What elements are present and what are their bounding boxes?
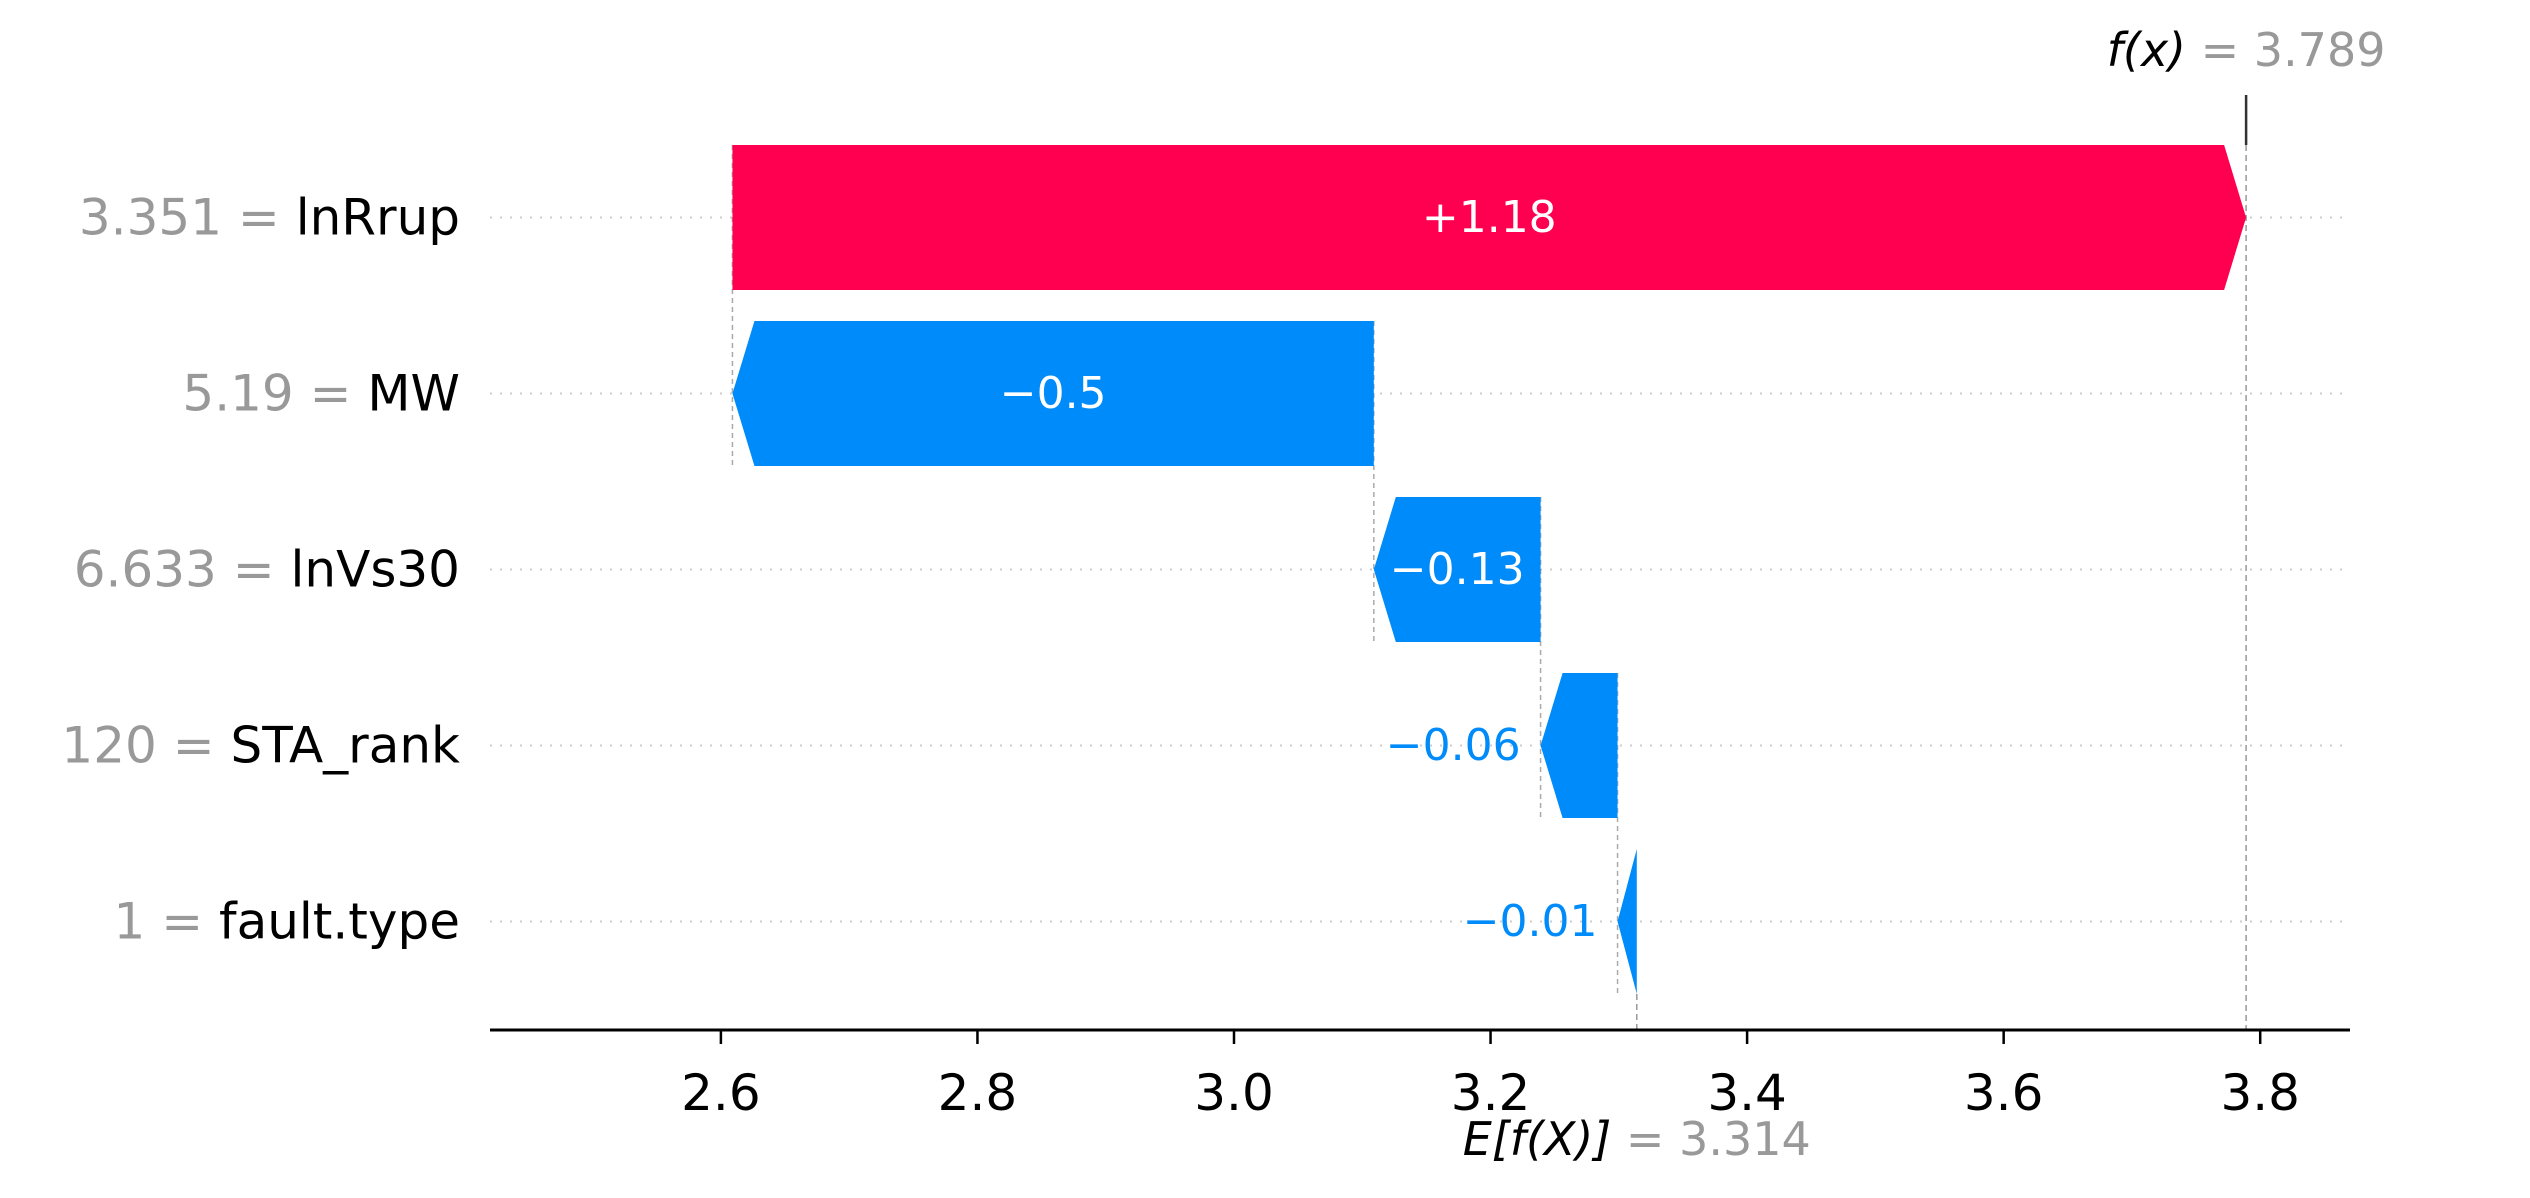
bar-label-lnVs30: −0.13 [1390,544,1525,595]
output-value-eq: = [2186,23,2254,77]
feature-name: lnRrup [296,189,460,247]
x-tick-label: 2.8 [938,1064,1018,1122]
feature-label-MW: 5.19 = MW [182,365,460,423]
output-value-label: f(x) = 3.789 [2107,23,2386,77]
feature-value: 120 = [61,717,230,775]
feature-name: MW [367,365,460,423]
feature-name: fault.type [219,893,460,951]
feature-value: 5.19 = [182,365,367,423]
base-value-prefix: E[f(X)] [1463,1112,1612,1166]
bar-STA_rank [1540,673,1618,818]
feature-labels: 3.351 = lnRrup 5.19 = MW 6.633 = lnVs30 120… [61,189,460,951]
bar-MW [732,321,1374,466]
bar-label-STA_rank: −0.06 [1386,720,1521,771]
feature-name: lnVs30 [291,541,460,599]
x-axis: 2.6 2.8 3.0 3.2 3.4 3.6 3.8 [490,1028,2350,1122]
output-value-number: 3.789 [2254,23,2386,77]
bars: +1.18 −0.5 −0.13 −0.06 −0.01 [732,145,2247,994]
bar-lnRrup [732,145,2247,290]
feature-value: 3.351 = [79,189,296,247]
reference-lines [731,95,2248,1030]
x-tick-label: 3.0 [1194,1064,1274,1122]
x-tick-label: 3.6 [1964,1064,2044,1122]
feature-label-STA_rank: 120 = STA_rank [61,717,460,775]
output-value-prefix: f(x) [2107,23,2186,77]
x-tick-label: 3.8 [2220,1064,2300,1122]
feature-value: 1 = [113,893,219,951]
base-value-number: 3.314 [1679,1112,1811,1166]
feature-label-fault.type: 1 = fault.type [113,893,460,951]
x-tick-label: 3.2 [1451,1064,1531,1122]
x-tick-label: 3.4 [1707,1064,1787,1122]
feature-value: 6.633 = [74,541,291,599]
bar-label-lnRrup: +1.18 [1422,192,1557,243]
feature-label-lnRrup: 3.351 = lnRrup [79,189,460,247]
bar-lnVs30 [1373,497,1541,642]
feature-name: STA_rank [231,717,460,775]
bar-label-MW: −0.5 [1000,368,1107,419]
bar-label-fault.type: −0.01 [1463,896,1598,947]
base-value-label: E[f(X)] = 3.314 [1463,1112,1811,1166]
base-value-eq: = [1611,1112,1679,1166]
bar-fault.type [1617,849,1637,994]
feature-label-lnVs30: 6.633 = lnVs30 [74,541,460,599]
x-tick-label: 2.6 [681,1064,761,1122]
